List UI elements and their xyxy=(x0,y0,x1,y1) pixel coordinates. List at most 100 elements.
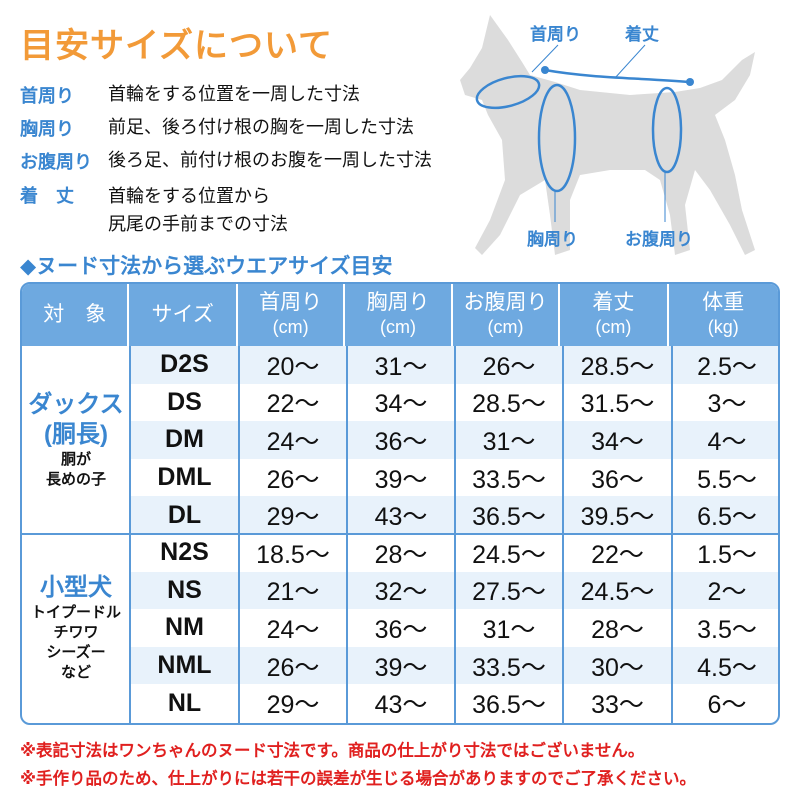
value-cell: 36〜 xyxy=(374,427,428,456)
value-cell: 4〜 xyxy=(707,427,747,456)
definition-desc: 尻尾の手前までの寸法 xyxy=(108,214,288,234)
value-cell: 36.5〜 xyxy=(472,691,546,720)
value-cell: 24〜 xyxy=(266,427,320,456)
size-cell: NS xyxy=(167,575,202,604)
value-cell: 36.5〜 xyxy=(472,503,546,532)
note-handmade: ※手作り品のため、仕上がりには若干の誤差が生じる場合がありますのでご了承ください… xyxy=(20,770,697,788)
value-cell: 28.5〜 xyxy=(472,390,546,419)
definition-desc: 首輪をする位置を一周した寸法 xyxy=(108,84,360,104)
column-header-unit: (cm) xyxy=(487,317,524,337)
page-title: 目安サイズについて xyxy=(20,27,333,65)
value-cell: 1.5〜 xyxy=(697,540,757,569)
value-cell: 4.5〜 xyxy=(697,653,757,682)
column-header: 胸周り (cm) xyxy=(345,284,453,346)
value-cell: 24.5〜 xyxy=(472,540,546,569)
value-cell: 28〜 xyxy=(374,540,428,569)
size-cell: NML xyxy=(157,651,212,680)
column-header-label: サイズ xyxy=(151,303,214,326)
column-header-label: 首周り xyxy=(259,291,323,314)
definition-term: お腹周り xyxy=(20,152,92,172)
value-cell: 6.5〜 xyxy=(697,503,757,532)
column-header-unit: (cm) xyxy=(272,317,309,337)
diagram-label-belly: お腹周り xyxy=(625,230,693,249)
column-divider xyxy=(671,346,673,723)
size-cell: DML xyxy=(157,463,212,492)
definition-length: 着 丈 首輪をする位置から 尻尾の手前までの寸法 xyxy=(20,182,432,238)
value-cell: 6〜 xyxy=(707,691,747,720)
value-cell: 2.5〜 xyxy=(697,352,757,381)
dog-measurement-diagram: 首周り 着丈 胸周り お腹周り xyxy=(460,0,800,280)
group-breeds: シーズー xyxy=(46,644,106,661)
value-cell: 31〜 xyxy=(374,352,428,381)
value-cell: 3.5〜 xyxy=(697,615,757,644)
value-cell: 43〜 xyxy=(374,691,428,720)
value-cell: 24〜 xyxy=(266,615,320,644)
group-name: ダックス xyxy=(28,391,124,418)
value-cell: 31.5〜 xyxy=(580,390,655,419)
group-breeds: チワワ xyxy=(53,624,99,641)
value-cell: 28.5〜 xyxy=(580,352,655,381)
definition-desc: 首輪をする位置から xyxy=(108,186,270,206)
value-cell: 33〜 xyxy=(591,691,644,720)
value-cell: 34〜 xyxy=(591,427,644,456)
column-header: 体重 (kg) xyxy=(669,284,778,346)
value-cell: 26〜 xyxy=(266,465,320,494)
group-cell: ダックス (胴長) 胴が長めの子 xyxy=(22,346,130,534)
value-cell: 39〜 xyxy=(374,653,428,682)
value-cell: 2〜 xyxy=(707,578,747,607)
value-cell: 39.5〜 xyxy=(580,503,655,532)
column-header: 対 象 xyxy=(22,284,130,346)
value-cell: 5.5〜 xyxy=(697,465,757,494)
value-cell: 26〜 xyxy=(482,352,536,381)
column-header: サイズ xyxy=(129,284,238,346)
size-cell: NM xyxy=(165,613,204,642)
group-cell: 小型犬 トイプードル チワワ シーズー など xyxy=(22,534,130,722)
definition-term: 着 丈 xyxy=(20,186,74,206)
value-cell: 29〜 xyxy=(266,691,320,720)
column-header-label: 着丈 xyxy=(592,291,635,314)
definition-belly: お腹周り 後ろ足、前付け根のお腹を一周した寸法 xyxy=(20,146,432,179)
value-cell: 31〜 xyxy=(482,615,536,644)
value-cell: 33.5〜 xyxy=(472,653,546,682)
value-cell: 18.5〜 xyxy=(256,540,330,569)
definition-term: 首周り xyxy=(20,86,74,106)
value-cell: 31〜 xyxy=(482,427,536,456)
size-cell: N2S xyxy=(160,538,209,567)
definition-desc: 前足、後ろ付け根の胸を一周した寸法 xyxy=(108,117,414,137)
value-cell: 22〜 xyxy=(266,390,320,419)
column-divider xyxy=(238,346,240,723)
diagram-label-neck: 首周り xyxy=(530,25,581,44)
size-cell: DL xyxy=(167,500,202,529)
definition-term: 胸周り xyxy=(20,119,74,139)
group-breeds: 胴が xyxy=(60,451,91,468)
column-header-label: 胸周り xyxy=(366,291,430,314)
diagram-label-chest: 胸周り xyxy=(527,230,578,249)
value-cell: 43〜 xyxy=(374,503,428,532)
column-header-unit: (kg) xyxy=(707,317,739,337)
definition-desc: 後ろ足、前付け根のお腹を一周した寸法 xyxy=(108,150,432,170)
group-breeds: など xyxy=(60,664,91,681)
value-cell: 3〜 xyxy=(707,390,747,419)
group-breeds: 長めの子 xyxy=(45,471,106,488)
value-cell: 36〜 xyxy=(374,615,428,644)
group-name: (胴長) xyxy=(44,421,108,448)
column-header-label: 体重 xyxy=(702,291,745,314)
column-header: お腹周り (cm) xyxy=(453,284,561,346)
value-cell: 26〜 xyxy=(266,653,320,682)
column-header-unit: (cm) xyxy=(380,317,416,337)
note-nude-size: ※表記寸法はワンちゃんのヌード寸法です。商品の仕上がり寸法ではございません。 xyxy=(20,742,645,760)
column-divider xyxy=(346,346,348,723)
table-header: 対 象 サイズ 首周り (cm) 胸周り (cm) お腹周り (cm) 着丈 (cm) 体重 (kg) xyxy=(22,284,778,346)
column-divider xyxy=(454,346,456,723)
measurement-definitions: 首周り 首輪をする位置を一周した寸法 胸周り 前足、後ろ付け根の胸を一周した寸法… xyxy=(20,80,432,238)
value-cell: 21〜 xyxy=(266,578,320,607)
group-name: 小型犬 xyxy=(40,574,112,601)
value-cell: 32〜 xyxy=(374,578,428,607)
column-header: 着丈 (cm) xyxy=(560,284,669,346)
size-table: 対 象 サイズ 首周り (cm) 胸周り (cm) お腹周り (cm) 着丈 (cm) 体重 (kg)… xyxy=(20,282,780,725)
value-cell: 39〜 xyxy=(374,465,428,494)
value-cell: 34〜 xyxy=(374,390,428,419)
column-header: 首周り (cm) xyxy=(238,284,346,346)
value-cell: 20〜 xyxy=(266,352,320,381)
column-header-unit: (cm) xyxy=(595,317,632,337)
